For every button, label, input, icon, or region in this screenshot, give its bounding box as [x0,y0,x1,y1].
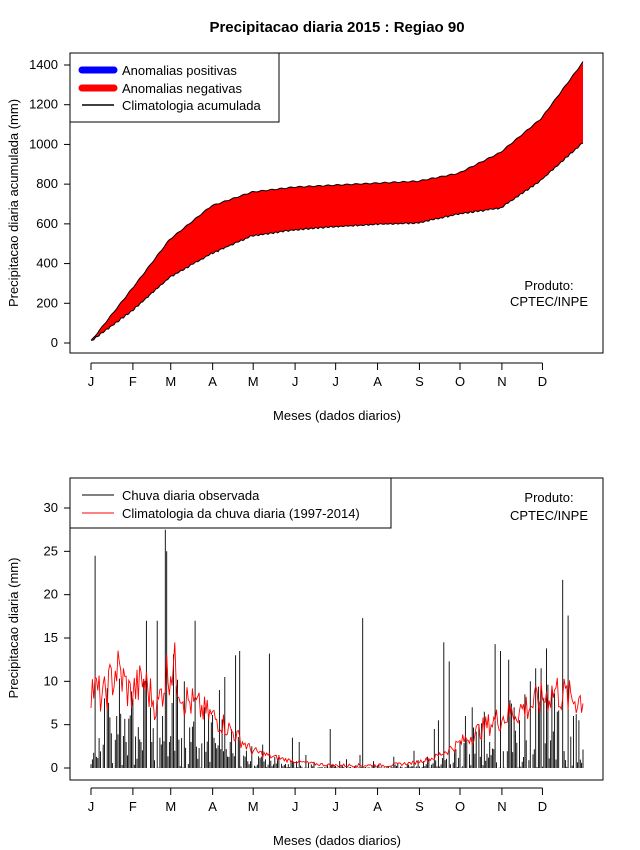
accumulated-month-label: N [497,374,506,389]
accumulated-month-label: D [538,374,547,389]
daily-month-label: D [538,799,547,814]
accumulated-x-label: Meses (dados diarios) [273,408,401,423]
legend-label-daily-climatology: Climatologia da chuva diaria (1997-2014) [122,506,360,521]
daily-ytick-label: 10 [44,673,58,688]
accumulated-product-label: Produto: [524,278,573,293]
accumulated-y-axis: 0 200 400 600 800 1000 1200 1400 [29,57,70,350]
climatology-accumulated-line [90,61,584,341]
accumulated-ytick-label: 1200 [29,97,58,112]
daily-month-label: A [373,799,382,814]
daily-ytick-label: 20 [44,587,58,602]
accumulated-month-label: J [332,374,339,389]
accumulated-legend: Anomalias positivas Anomalias negativas … [69,52,280,123]
daily-ytick-label: 30 [44,500,58,515]
figure-title: Precipitacao diaria 2015 : Regiao 90 [209,19,464,36]
daily-month-label: S [415,799,424,814]
legend-label-positive: Anomalias positivas [122,63,237,78]
negative-anomaly-area [91,61,583,341]
daily-product-source: CPTEC/INPE [510,508,588,523]
accumulated-y-label: Precipitacao diaria acumulada (mm) [6,99,21,307]
daily-y-axis: 0 5 10 15 20 25 30 [44,500,70,775]
accumulated-month-label: M [165,374,176,389]
daily-month-label: M [248,799,259,814]
daily-month-label: F [129,799,137,814]
daily-ytick-label: 15 [44,630,58,645]
accumulated-month-label: S [415,374,424,389]
accumulated-month-label: J [292,374,299,389]
accumulated-month-label: A [373,374,382,389]
accumulated-plot-frame [69,52,604,354]
daily-observed-bars [90,529,584,768]
daily-panel: 0 5 10 15 20 25 30 J F M A M J J A S O N D Precipitacao d… [6,477,604,848]
accumulated-ytick-label: 1400 [29,57,58,72]
accumulated-ytick-label: 200 [36,295,58,310]
daily-y-label: Precipitacao diaria (mm) [6,558,21,699]
accumulated-month-label: F [129,374,137,389]
accumulated-ytick-label: 1000 [29,136,58,151]
daily-x-label: Meses (dados diarios) [273,833,401,848]
accumulated-ytick-label: 800 [36,176,58,191]
accumulated-month-label: A [208,374,217,389]
accumulated-month-label: J [88,374,95,389]
daily-ytick-label: 25 [44,543,58,558]
daily-month-label: J [332,799,339,814]
legend-label-observed: Chuva diaria observada [122,488,260,503]
observed-accumulated-line [90,142,584,341]
accumulated-ytick-label: 600 [36,216,58,231]
daily-climatology-line [90,642,584,768]
accumulated-panel: 0 200 400 600 800 1000 1200 1400 J F M A M J J A S O N D P… [6,52,604,423]
daily-month-label: A [208,799,217,814]
accumulated-product-source: CPTEC/INPE [510,294,588,309]
daily-product-label: Produto: [524,490,573,505]
legend-label-climatology: Climatologia acumulada [122,98,262,113]
daily-legend-box [69,477,392,529]
daily-legend: Chuva diaria observada Climatologia da c… [69,477,392,529]
accumulated-ytick-label: 0 [51,335,58,350]
daily-month-label: J [88,799,95,814]
accumulated-ytick-label: 400 [36,256,58,271]
daily-ytick-label: 5 [51,717,58,732]
daily-month-label: O [455,799,465,814]
legend-label-negative: Anomalias negativas [122,81,242,96]
daily-month-label: M [165,799,176,814]
accumulated-month-label: O [455,374,465,389]
daily-month-label: N [497,799,506,814]
daily-ytick-label: 0 [51,760,58,775]
daily-month-label: J [292,799,299,814]
accumulated-month-label: M [248,374,259,389]
